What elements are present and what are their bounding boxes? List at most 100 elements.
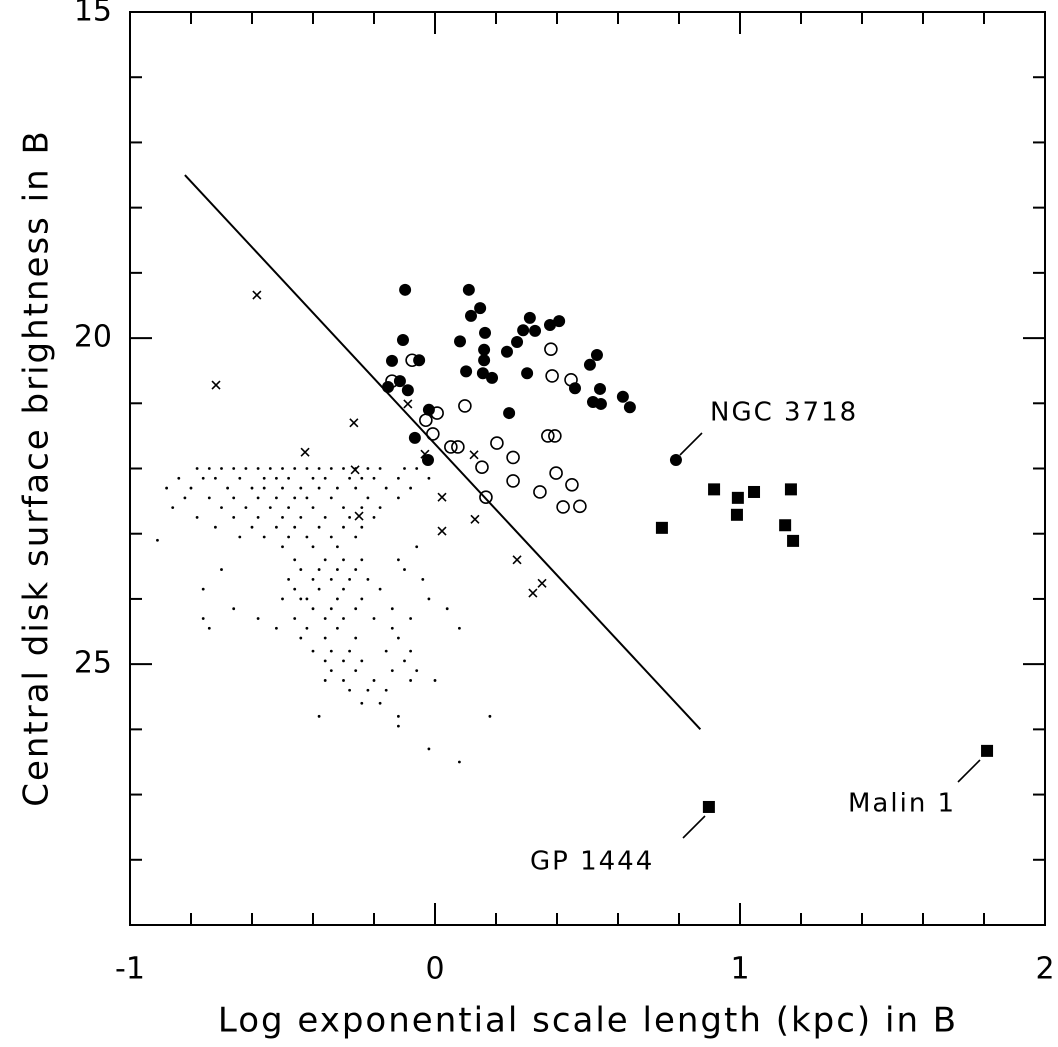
dot-point (458, 760, 461, 764)
dot-point (232, 467, 236, 470)
x-tick-label: 0 (425, 952, 444, 987)
dot-point (311, 506, 315, 510)
cross-point (528, 588, 538, 598)
dot-point (397, 558, 400, 562)
open-circle-point (533, 485, 547, 499)
filled-circle-point (421, 454, 434, 467)
dot-point (311, 577, 315, 581)
filled-circle-point (521, 367, 534, 380)
dot-point (354, 568, 358, 571)
dot-point (415, 669, 419, 673)
dot-point (390, 669, 394, 673)
dot-point (207, 467, 211, 470)
dot-point (488, 714, 492, 718)
filled-circle-point (500, 345, 513, 358)
fit-line (184, 174, 702, 731)
dot-point (329, 535, 333, 539)
square-point (748, 485, 761, 498)
dot-point (378, 506, 382, 510)
filled-circle-point (511, 335, 524, 348)
dot-point (275, 626, 278, 630)
dot-point (384, 649, 388, 653)
x-tick-label: -1 (115, 952, 145, 987)
open-circle-point (541, 429, 555, 443)
dot-point (415, 467, 419, 470)
square-point (708, 483, 721, 496)
dot-point (378, 701, 382, 705)
dot-point (317, 467, 321, 470)
dot-point (268, 506, 272, 510)
dot-point (256, 516, 260, 519)
dot-point (360, 558, 364, 562)
dot-point (232, 516, 236, 519)
dot-point (342, 467, 345, 470)
dot-point (336, 486, 339, 490)
dot-point (366, 688, 370, 692)
dot-point (360, 525, 364, 529)
dot-point (238, 535, 242, 539)
dot-point (397, 476, 400, 480)
annotation: GP 1444 (530, 847, 654, 877)
dot-point (342, 506, 345, 510)
filled-circle-point (385, 354, 398, 367)
open-circle-point (430, 406, 444, 420)
dot-point (342, 558, 345, 562)
dot-point (287, 535, 290, 539)
filled-circle-point (413, 354, 426, 367)
dot-point (165, 486, 169, 490)
cross-point (537, 578, 547, 588)
cross-point (420, 449, 430, 459)
filled-circle-point (517, 324, 530, 337)
filled-circle-point (669, 454, 682, 467)
filled-circle-point (543, 319, 556, 332)
dot-point (287, 506, 290, 510)
dot-point (156, 538, 159, 542)
x-tick-label: 1 (730, 952, 749, 987)
dot-point (293, 617, 297, 620)
dot-point (329, 496, 333, 500)
filled-circle-point (529, 324, 542, 337)
dot-point (458, 626, 461, 630)
square-point (702, 800, 715, 813)
square-point (981, 744, 994, 757)
dot-point (354, 636, 358, 640)
dot-point (397, 714, 400, 718)
dot-point (403, 659, 406, 663)
dot-point (299, 568, 303, 571)
open-circle-point (506, 450, 520, 465)
dot-point (256, 496, 260, 500)
dot-point (360, 659, 364, 663)
dot-point (342, 617, 345, 620)
filled-circle-point (408, 431, 421, 444)
dot-point (323, 679, 327, 682)
dot-point (256, 467, 260, 470)
x-tick-label: 2 (1035, 952, 1054, 987)
dot-point (342, 679, 345, 682)
open-circle-point (490, 436, 504, 450)
dot-point (287, 476, 290, 480)
dot-point (415, 545, 419, 549)
dot-point (244, 467, 248, 470)
filled-circle-point (382, 380, 395, 393)
y-axis-title: Central disk surface brightness in B (17, 129, 57, 807)
dot-point (421, 577, 425, 581)
dot-point (390, 626, 394, 630)
dot-point (366, 496, 370, 500)
dot-point (329, 467, 333, 470)
dot-point (281, 545, 284, 549)
cross-point (349, 418, 359, 428)
dot-point (397, 496, 400, 500)
open-circle-point (475, 460, 489, 474)
filled-circle-point (594, 382, 607, 395)
dot-point (372, 679, 376, 682)
dot-point (311, 545, 315, 549)
dot-point (336, 597, 339, 601)
dot-point (299, 597, 303, 601)
dot-point (220, 506, 223, 510)
filled-circle-point (460, 365, 473, 378)
filled-circle-point (399, 283, 412, 296)
dot-point (323, 558, 327, 562)
square-point (730, 508, 743, 521)
dot-point (317, 714, 321, 718)
dot-point (354, 535, 358, 539)
